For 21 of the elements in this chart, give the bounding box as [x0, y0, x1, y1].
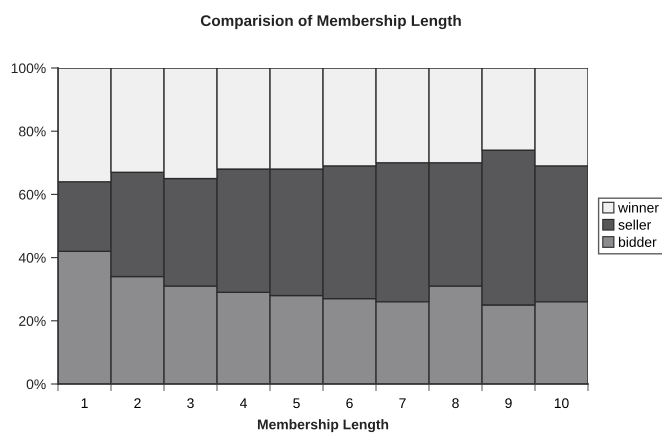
legend-label: seller	[618, 220, 652, 230]
y-tick-label: 100%	[12, 63, 46, 74]
x-tick-label: 1	[82, 398, 88, 408]
y-tick-label: 0%	[26, 379, 46, 390]
x-tick-label: 4	[240, 398, 247, 408]
y-tick-label: 80%	[19, 126, 46, 136]
legend-label: bidder	[618, 236, 656, 247]
y-tick-label: 40%	[18, 252, 46, 263]
x-axis-title: Membership Length	[258, 419, 388, 432]
x-tick-label: 6	[346, 398, 353, 408]
x-tick-label: 3	[187, 398, 194, 408]
x-tick-label: 5	[293, 398, 300, 408]
x-tick-label: 9	[505, 398, 512, 408]
y-tick-label: 60%	[19, 190, 46, 200]
y-tick-label: 20%	[19, 316, 46, 326]
chart-title: Comparision of Membership Length	[200, 14, 461, 30]
x-tick-label: 8	[452, 398, 459, 408]
x-tick-label: 7	[399, 398, 406, 408]
x-tick-label: 10	[554, 398, 569, 408]
x-tick-label: 2	[134, 398, 141, 408]
legend-label: winner	[618, 202, 659, 213]
